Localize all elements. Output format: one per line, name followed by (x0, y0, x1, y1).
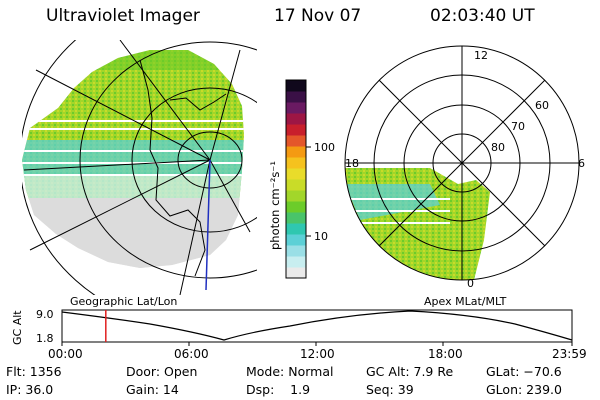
colorbar-segment (286, 80, 306, 92)
colorbar-tick-10: 10 (314, 230, 328, 243)
orbit-xtick-3: 18:00 (428, 347, 463, 361)
observation-time: 02:03:40 UT (430, 6, 535, 26)
colorbar-segment (286, 256, 306, 268)
orbit-track (205, 159, 211, 291)
colorbar-segment (286, 179, 306, 191)
orbit-altitude-curve (61, 310, 573, 341)
colorbar-segment (286, 102, 306, 114)
colorbar-tick-100: 100 (314, 141, 335, 154)
colorbar-segment (286, 267, 306, 279)
mlat-label-70: 70 (511, 120, 525, 133)
mlt-label-18: 18 (345, 157, 359, 170)
colorbar-segment (286, 212, 306, 224)
status-mode: Mode: Normal (246, 364, 334, 379)
colorbar-segment (286, 124, 306, 136)
colorbar-segment (286, 190, 306, 202)
instrument-title: Ultraviolet Imager (46, 6, 200, 26)
status-seq: Seq: 39 (366, 382, 414, 397)
colorbar-segment (286, 113, 306, 125)
colorbar (286, 80, 306, 279)
mlat-label-60: 60 (535, 99, 549, 112)
geo-aurora-image (22, 50, 244, 268)
orbit-plot-frame (61, 309, 573, 343)
orbit-xtick-1: 06:00 (174, 347, 209, 361)
mlt-label-0: 0 (467, 277, 474, 290)
mlat-label-80: 80 (491, 141, 505, 154)
orbit-xtick-4: 23:59 (552, 347, 587, 361)
colorbar-segment (286, 245, 306, 257)
status-glat: GLat: −70.6 (486, 364, 562, 379)
colorbar-segment (286, 91, 306, 103)
orbit-ytick-max: 9.0 (36, 308, 54, 321)
status-flight: Flt: 1356 (6, 364, 62, 379)
status-gain: Gain: 14 (126, 382, 179, 397)
colorbar-segment (286, 223, 306, 235)
orbit-xtick-0: 00:00 (48, 347, 83, 361)
colorbar-segment (286, 146, 306, 158)
polar-grid (344, 45, 580, 281)
orbit-xtick-2: 12:00 (300, 347, 335, 361)
observation-date: 17 Nov 07 (274, 6, 362, 26)
polar-plot-caption: Apex MLat/MLT (424, 295, 507, 308)
colorbar-segment (286, 157, 306, 169)
status-door: Door: Open (126, 364, 198, 379)
colorbar-segment (286, 168, 306, 180)
status-glon: GLon: 239.0 (486, 382, 562, 397)
colorbar-segment (286, 234, 306, 246)
colorbar-unit-label: photon cm⁻²s⁻¹ (268, 161, 282, 250)
status-ip: IP: 36.0 (6, 382, 54, 397)
geo-map-caption: Geographic Lat/Lon (70, 295, 178, 308)
status-dsp: Dsp: 1.9 (246, 382, 311, 397)
geo-grid (22, 40, 257, 295)
mlt-label-12: 12 (474, 49, 488, 62)
status-gc-alt: GC Alt: 7.9 Re (366, 364, 454, 379)
mlt-label-6: 6 (578, 157, 585, 170)
colorbar-segment (286, 135, 306, 147)
orbit-ylabel: GC Alt (11, 310, 24, 345)
colorbar-segment (286, 201, 306, 213)
orbit-ytick-min: 1.8 (36, 332, 54, 345)
